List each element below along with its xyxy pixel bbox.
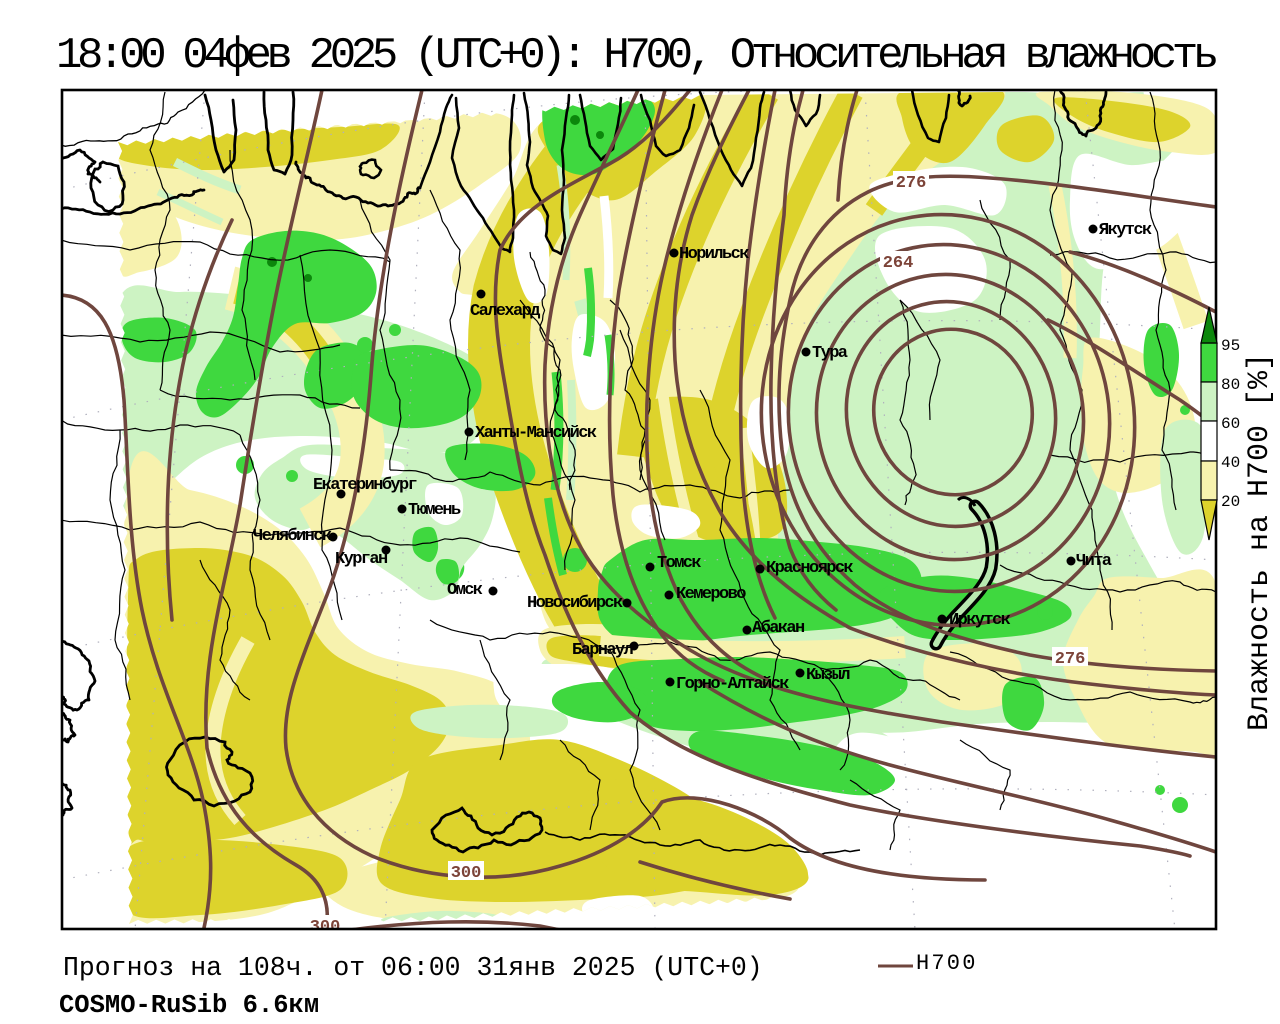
svg-text:95: 95 — [1221, 337, 1240, 355]
svg-text:Курган: Курган — [335, 550, 388, 569]
svg-text:Тюмень: Тюмень — [408, 501, 461, 520]
svg-text:300: 300 — [310, 918, 341, 937]
svg-text:60: 60 — [1221, 415, 1240, 433]
svg-text:20: 20 — [1221, 493, 1240, 511]
svg-text:Якутск: Якутск — [1099, 221, 1152, 240]
svg-text:Абакан: Абакан — [752, 619, 805, 638]
svg-text:Чита: Чита — [1076, 552, 1112, 571]
svg-text:276: 276 — [1055, 650, 1086, 669]
svg-text:Салехард: Салехард — [470, 302, 540, 321]
svg-text:80: 80 — [1221, 376, 1240, 394]
svg-text:Кемерово: Кемерово — [676, 585, 746, 604]
svg-text:Ханты-Мансийск: Ханты-Мансийск — [475, 424, 597, 443]
svg-text:Томск: Томск — [657, 554, 701, 573]
svg-text:Екатеринбург: Екатеринбург — [313, 476, 417, 495]
svg-text:Омск: Омск — [447, 581, 483, 600]
svg-text:Красноярск: Красноярск — [766, 559, 853, 578]
svg-text:Н700: Н700 — [916, 951, 978, 976]
svg-text:264: 264 — [883, 254, 914, 273]
svg-text:COSMO-RuSib 6.6км: COSMO-RuSib 6.6км — [59, 991, 319, 1020]
svg-text:Тура: Тура — [812, 344, 848, 363]
svg-text:Иркутск: Иркутск — [949, 611, 1011, 630]
svg-text:Кызыл: Кызыл — [806, 666, 850, 685]
svg-text:Норильск: Норильск — [679, 245, 749, 264]
svg-text:300: 300 — [451, 864, 482, 883]
svg-text:Влажность на Н700 [%]: Влажность на Н700 [%] — [1243, 353, 1277, 731]
svg-text:Горно-Алтайск: Горно-Алтайск — [676, 675, 789, 694]
svg-text:Челябинск: Челябинск — [253, 527, 332, 546]
svg-text:276: 276 — [896, 174, 927, 193]
svg-text:Новосибирск: Новосибирск — [527, 594, 623, 613]
svg-text:Барнаул: Барнаул — [572, 641, 634, 660]
svg-text:18:00 04фев 2025 (UTC+0): Н700: 18:00 04фев 2025 (UTC+0): Н700, Относите… — [56, 31, 1216, 81]
svg-text:40: 40 — [1221, 454, 1240, 472]
svg-text:Прогноз на 108ч. от 06:00 31ян: Прогноз на 108ч. от 06:00 31янв 2025 (UT… — [63, 953, 763, 983]
